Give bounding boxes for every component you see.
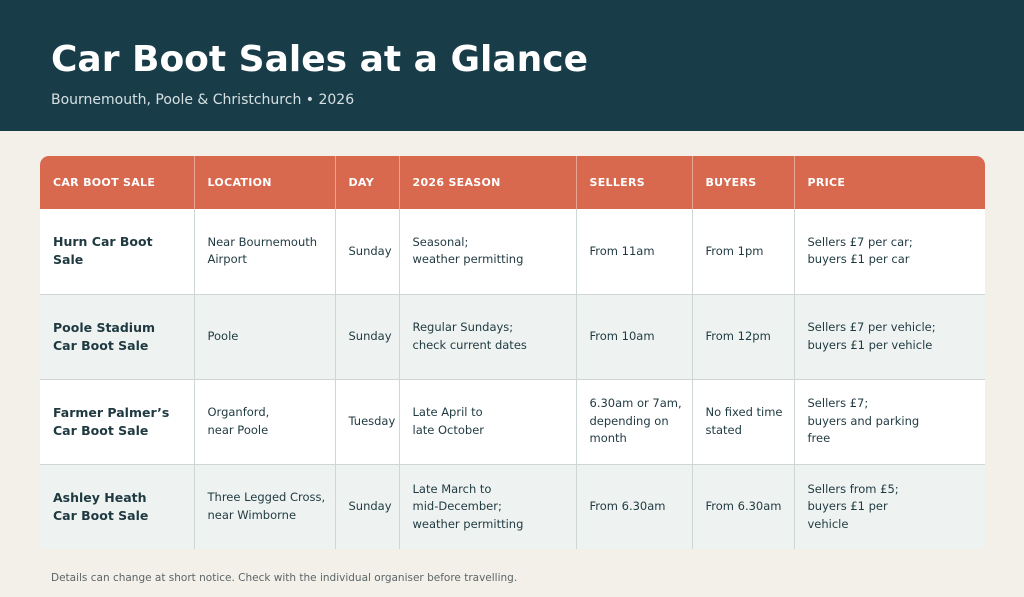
- table-row: Poole Stadium Car Boot Sale Poole Sunday…: [40, 294, 985, 380]
- location-cell: Poole: [194, 294, 336, 380]
- table-header-row: CAR BOOT SALE LOCATION DAY 2026 SEASON S…: [40, 156, 985, 209]
- car-boot-table: CAR BOOT SALE LOCATION DAY 2026 SEASON S…: [40, 156, 985, 549]
- page-title: Car Boot Sales at a Glance: [51, 39, 589, 80]
- buyers-cell: From 12pm: [692, 294, 795, 380]
- column-header-day: DAY: [335, 156, 400, 209]
- sellers-cell: From 10am: [576, 294, 693, 380]
- column-header-season: 2026 SEASON: [399, 156, 577, 209]
- column-header-buyers: BUYERS: [692, 156, 795, 209]
- page-header: Car Boot Sales at a Glance Bournemouth, …: [0, 0, 1024, 131]
- table-row: Farmer Palmer’s Car Boot Sale Organford,…: [40, 379, 985, 465]
- day-cell: Sunday: [335, 209, 400, 295]
- price-cell: Sellers from £5; buyers £1 per vehicle: [807, 481, 899, 531]
- footnote: Details can change at short notice. Chec…: [51, 572, 518, 584]
- table-row: Hurn Car Boot Sale Near Bournemouth Airp…: [40, 209, 985, 295]
- buyers-cell: From 6.30am: [692, 464, 795, 549]
- sale-name-cell: Farmer Palmer’s Car Boot Sale: [40, 379, 195, 465]
- sale-name-cell: Ashley Heath Car Boot Sale: [40, 464, 195, 549]
- car-boot-table-container: CAR BOOT SALE LOCATION DAY 2026 SEASON S…: [40, 156, 985, 549]
- page-subtitle: Bournemouth, Poole & Christchurch • 2026: [51, 92, 355, 108]
- season-cell: Late March to mid-December; weather perm…: [399, 464, 577, 549]
- column-header-price: PRICE: [807, 176, 846, 189]
- table-row: Ashley Heath Car Boot Sale Three Legged …: [40, 464, 985, 549]
- price-cell: Sellers £7 per vehicle; buyers £1 per ve…: [794, 294, 985, 380]
- sellers-cell: 6.30am or 7am, depending on month: [576, 379, 693, 465]
- sale-name-cell: Hurn Car Boot Sale: [40, 209, 195, 295]
- price-cell: Sellers £7 per car; buyers £1 per car: [794, 209, 985, 295]
- sellers-cell: From 11am: [576, 209, 693, 295]
- location-cell: Organford, near Poole: [194, 379, 336, 465]
- day-cell: Sunday: [335, 294, 400, 380]
- buyers-cell: No fixed time stated: [692, 379, 795, 465]
- day-cell: Sunday: [335, 464, 400, 549]
- location-cell: Three Legged Cross, near Wimborne: [194, 464, 336, 549]
- column-header-car-boot-sale: CAR BOOT SALE: [40, 156, 195, 209]
- price-cell: Sellers £7; buyers and parking free: [794, 379, 985, 465]
- column-header-location: LOCATION: [194, 156, 336, 209]
- season-cell: Late April to late October: [399, 379, 577, 465]
- column-header-sellers: SELLERS: [576, 156, 693, 209]
- location-cell: Near Bournemouth Airport: [194, 209, 336, 295]
- season-cell: Regular Sundays; check current dates: [399, 294, 577, 380]
- sale-name-cell: Poole Stadium Car Boot Sale: [40, 294, 195, 380]
- sellers-cell: From 6.30am: [576, 464, 693, 549]
- season-cell: Seasonal; weather permitting: [399, 209, 577, 295]
- day-cell: Tuesday: [335, 379, 400, 465]
- buyers-cell: From 1pm: [692, 209, 795, 295]
